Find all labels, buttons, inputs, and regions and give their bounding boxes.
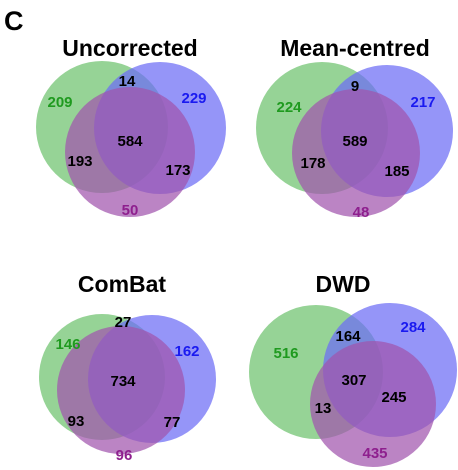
count-green-purple: 193 — [67, 153, 92, 170]
panel-label: C — [4, 6, 24, 36]
count-blue-purple: 173 — [165, 162, 190, 179]
count-all-three: 584 — [117, 133, 143, 150]
count-all-three: 734 — [110, 373, 136, 390]
count-green-purple: 13 — [315, 400, 332, 417]
count-green-purple: 178 — [300, 155, 325, 172]
venn-title-dwd: DWD — [316, 271, 371, 297]
venn-title-combat: ComBat — [78, 271, 167, 297]
count-blue-purple: 185 — [384, 163, 409, 180]
circle-purple — [57, 326, 185, 454]
count-only-purple: 435 — [362, 445, 387, 462]
venn-title-uncorrected: Uncorrected — [62, 35, 197, 61]
count-green-blue: 164 — [335, 328, 361, 345]
venn-combat: ComBat 146 27 162 734 93 77 96 — [39, 271, 216, 464]
circle-purple — [310, 341, 436, 467]
circle-purple — [65, 87, 195, 217]
count-only-green: 516 — [273, 345, 298, 362]
count-only-purple: 50 — [122, 202, 139, 219]
count-only-blue: 217 — [410, 94, 435, 111]
venn-dwd: DWD 516 164 284 307 13 245 435 — [249, 271, 457, 467]
venn-title-mean-centred: Mean-centred — [280, 35, 430, 61]
count-all-three: 307 — [341, 372, 366, 389]
venn-mean-centred: Mean-centred 224 9 217 589 178 185 48 — [256, 35, 453, 221]
count-only-blue: 284 — [400, 319, 426, 336]
count-only-purple: 96 — [116, 447, 133, 464]
count-only-blue: 162 — [174, 343, 199, 360]
circle-purple — [292, 89, 420, 217]
count-all-three: 589 — [342, 133, 367, 150]
count-green-blue: 27 — [115, 314, 132, 331]
count-only-green: 146 — [55, 336, 80, 353]
count-only-green: 209 — [47, 94, 72, 111]
count-only-purple: 48 — [353, 204, 370, 221]
count-green-blue: 9 — [351, 78, 359, 95]
count-only-green: 224 — [276, 99, 302, 116]
count-blue-purple: 245 — [381, 389, 406, 406]
count-blue-purple: 77 — [164, 414, 181, 431]
count-only-blue: 229 — [181, 90, 206, 107]
venn-uncorrected: Uncorrected 209 14 229 584 193 173 50 — [36, 35, 226, 219]
count-green-blue: 14 — [119, 73, 136, 90]
count-green-purple: 93 — [68, 413, 85, 430]
